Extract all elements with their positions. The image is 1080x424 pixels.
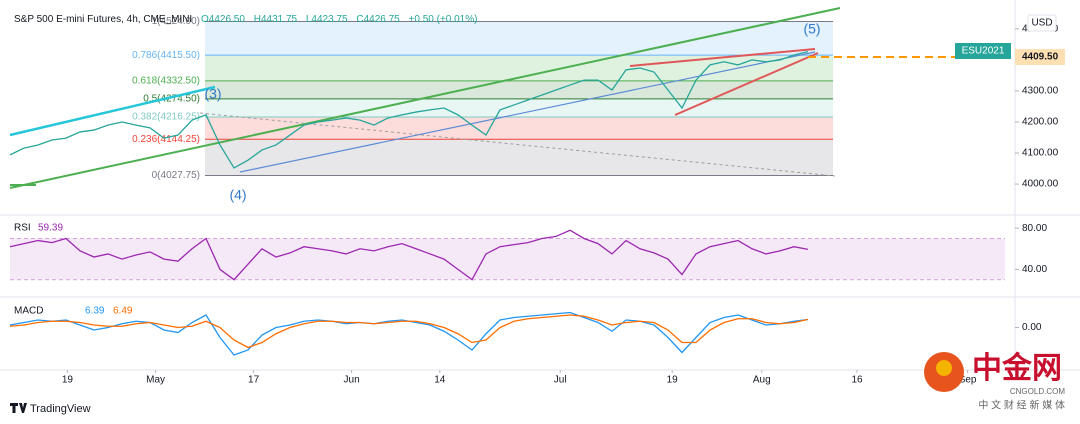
x-tick-label: 19 bbox=[62, 375, 74, 386]
ohlc: L4423.75 bbox=[305, 14, 348, 25]
y-tick-label: 4300.00 bbox=[1022, 86, 1059, 97]
fib-zone bbox=[205, 55, 833, 81]
trend-line bbox=[9, 85, 216, 137]
indicator-value: 6.39 bbox=[85, 306, 105, 317]
rsi-band bbox=[10, 238, 1005, 280]
wave-label: (5) bbox=[803, 21, 820, 37]
trend-line bbox=[199, 112, 836, 177]
symbol-title: S&P 500 E-mini Futures, 4h, CME_MINI bbox=[14, 14, 193, 25]
indicator-value: 59.39 bbox=[38, 223, 63, 234]
series-line bbox=[9, 311, 809, 356]
ohlc: O4426.50 bbox=[201, 14, 245, 25]
y-tick-label: 4000.00 bbox=[1022, 179, 1059, 190]
x-tick-label: Sep bbox=[959, 375, 977, 386]
last-price-box bbox=[1015, 48, 1065, 65]
y-tick-label: 4100.00 bbox=[1022, 148, 1059, 159]
fib-zone bbox=[205, 80, 833, 99]
watermark-slogan: 中 文 财 经 新 媒 体 bbox=[978, 399, 1065, 412]
wave-label: (3) bbox=[204, 86, 221, 102]
y-tick-label: 40.00 bbox=[1022, 264, 1047, 275]
watermark-icon bbox=[936, 360, 952, 376]
y-tick-label: 4200.00 bbox=[1022, 117, 1059, 128]
watermark: 中金网 CNGOLD.COM 中 文 财 经 新 媒 体 bbox=[924, 351, 1065, 412]
logo-text: TradingView bbox=[30, 403, 91, 415]
tradingview-logo: TradingView bbox=[10, 403, 91, 415]
trend-line bbox=[239, 51, 816, 173]
fib-label: 0(4027.75) bbox=[152, 170, 200, 181]
logo-icon bbox=[10, 403, 27, 413]
x-tick-label: May bbox=[146, 375, 165, 386]
fib-label: 0.382(4216.25) bbox=[132, 112, 200, 123]
symbol-tag-box bbox=[955, 43, 1011, 59]
trend-line bbox=[9, 7, 841, 189]
x-tick-label: Aug bbox=[753, 375, 771, 386]
x-tick-label: Jul bbox=[554, 375, 567, 386]
symbol-tag: ESU2021 bbox=[962, 46, 1005, 57]
indicator-title: MACD bbox=[14, 306, 43, 317]
wave-label: (4) bbox=[229, 187, 246, 203]
y-tick-label: 0.00 bbox=[1022, 322, 1042, 333]
fib-zone bbox=[205, 116, 833, 140]
currency-box bbox=[1027, 14, 1057, 32]
wedge-line bbox=[629, 48, 816, 67]
series-line bbox=[9, 229, 809, 281]
ohlc: C4426.75 bbox=[356, 14, 400, 25]
ohlc: +0.50 (+0.01%) bbox=[408, 14, 478, 25]
fib-label: 0.618(4332.50) bbox=[132, 76, 200, 87]
series-line bbox=[9, 50, 809, 169]
ohlc: H4431.75 bbox=[253, 14, 298, 25]
watermark-brand: 中金网 bbox=[972, 351, 1062, 385]
plot: 4000.004100.004200.004300.004400.004500.… bbox=[9, 21, 1065, 386]
x-tick-label: 14 bbox=[434, 375, 446, 386]
x-tick-label: 16 bbox=[851, 375, 863, 386]
fib-retracement: 1(4524.00) 0.786(4415.50) 0.618(4332.50) 0.… bbox=[132, 16, 833, 181]
x-tick-label: 19 bbox=[667, 375, 679, 386]
fib-label: 0.236(4144.25) bbox=[132, 134, 200, 145]
watermark-domain: CNGOLD.COM bbox=[1010, 387, 1065, 396]
series-line bbox=[9, 314, 809, 349]
last-price-label: 4409.50 bbox=[1022, 52, 1059, 63]
fib-label: 0.5(4274.50) bbox=[143, 94, 200, 105]
x-tick-label: 17 bbox=[248, 375, 260, 386]
header: S&P 500 E-mini Futures, 4h, CME_MINI O44… bbox=[14, 14, 483, 25]
fib-label: 1(4524.00) bbox=[152, 16, 200, 27]
indicator-title: RSI bbox=[14, 223, 31, 234]
x-tick-label: Jun bbox=[344, 375, 360, 386]
fib-label: 0.786(4415.50) bbox=[132, 50, 200, 61]
fib-zone bbox=[205, 21, 833, 56]
indicator-value: 6.49 bbox=[113, 306, 133, 317]
wedge-line bbox=[674, 52, 819, 116]
y-tick-label: 80.00 bbox=[1022, 223, 1047, 234]
currency: USD bbox=[1031, 18, 1052, 29]
